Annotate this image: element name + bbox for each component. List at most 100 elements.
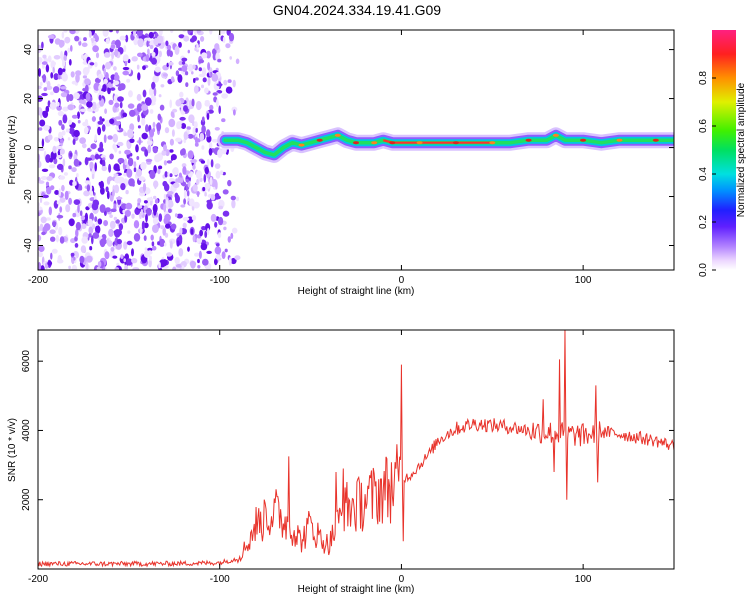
noise-speckle — [65, 128, 70, 133]
noise-speckle — [137, 125, 141, 129]
noise-speckle — [126, 240, 133, 246]
noise-speckle — [169, 173, 173, 178]
snr-panel: -200 -100 0 100 2000 4000 6000 Height of strai… — [7, 329, 675, 595]
noise-speckle — [162, 180, 168, 187]
noise-speckle — [148, 31, 154, 39]
noise-speckle — [97, 261, 102, 268]
noise-speckle — [53, 86, 60, 94]
signal-knot — [489, 141, 496, 145]
noise-speckle — [204, 101, 211, 107]
noise-speckle — [89, 246, 93, 251]
noise-speckle — [89, 161, 94, 169]
noise-speckle — [74, 236, 78, 242]
signal-knot — [616, 138, 623, 142]
noise-speckle — [152, 75, 159, 83]
noise-speckle — [202, 77, 207, 83]
noise-speckle — [175, 264, 183, 268]
noise-speckle — [182, 222, 187, 229]
noise-speckle — [76, 173, 79, 178]
noise-speckle — [124, 149, 131, 155]
noise-speckle — [85, 92, 91, 102]
noise-speckle — [152, 217, 159, 225]
noise-speckle — [39, 119, 46, 127]
noise-speckle — [169, 149, 174, 153]
noise-speckle — [201, 116, 205, 123]
noise-speckle — [217, 232, 222, 239]
noise-speckle — [187, 150, 194, 160]
noise-speckle — [79, 186, 83, 191]
noise-speckle — [115, 30, 119, 34]
noise-speckle — [176, 213, 183, 219]
noise-speckle — [175, 70, 180, 77]
noise-speckle — [209, 176, 213, 186]
noise-speckle — [114, 176, 121, 184]
noise-speckle — [153, 180, 159, 188]
noise-speckle — [59, 139, 64, 144]
noise-speckle — [65, 204, 71, 213]
signal-knot — [389, 141, 396, 145]
noise-speckle — [218, 216, 224, 226]
x-tick-label: 0 — [399, 574, 405, 585]
noise-speckle — [196, 178, 199, 186]
noise-speckle — [87, 218, 93, 227]
noise-speckle — [128, 90, 133, 98]
noise-speckle — [49, 229, 56, 234]
noise-speckle — [174, 192, 179, 199]
colorbar: 0.0 0.2 0.4 0.6 0.8 Normalized spectral ampl… — [698, 30, 747, 277]
noise-speckle — [48, 206, 52, 216]
noise-speckle — [126, 78, 131, 83]
noise-speckle — [102, 30, 109, 37]
noise-speckle — [39, 81, 43, 86]
noise-speckle — [122, 70, 129, 76]
noise-speckle — [101, 118, 105, 122]
noise-speckle — [157, 113, 162, 121]
noise-speckle — [179, 91, 184, 98]
noise-speckle — [73, 92, 80, 100]
noise-speckle — [227, 179, 232, 187]
noise-speckle — [46, 80, 51, 89]
noise-speckle — [132, 267, 140, 270]
noise-speckle — [179, 227, 183, 235]
noise-speckle — [188, 173, 193, 178]
noise-speckle — [72, 180, 77, 187]
noise-speckle — [164, 213, 171, 222]
noise-speckle — [133, 167, 137, 173]
noise-speckle — [214, 180, 218, 190]
noise-speckle — [58, 226, 63, 236]
noise-speckle — [183, 189, 187, 199]
noise-speckle — [163, 144, 167, 152]
noise-speckle — [56, 200, 61, 205]
noise-speckle — [116, 229, 122, 236]
noise-speckle — [157, 241, 160, 246]
noise-speckle — [162, 73, 168, 77]
noise-speckle — [206, 158, 210, 167]
noise-speckle — [56, 105, 62, 111]
noise-speckle — [172, 182, 180, 189]
noise-speckle — [54, 38, 61, 45]
noise-speckle — [168, 61, 174, 66]
noise-speckle — [181, 163, 187, 168]
noise-speckle — [107, 86, 111, 95]
noise-speckle — [227, 79, 232, 83]
noise-speckle — [57, 110, 64, 117]
noise-speckle — [59, 206, 63, 213]
x-tick-label: -100 — [210, 275, 230, 286]
noise-speckle — [52, 66, 55, 74]
noise-speckle — [145, 213, 148, 223]
noise-speckle — [38, 44, 42, 54]
noise-speckle — [201, 226, 207, 231]
noise-speckle — [169, 240, 173, 249]
noise-speckle — [165, 149, 170, 157]
noise-speckle — [222, 210, 230, 217]
noise-speckle — [82, 67, 89, 76]
noise-speckle — [67, 47, 71, 53]
noise-speckle — [62, 106, 69, 112]
noise-speckle — [79, 255, 85, 264]
noise-speckle — [123, 132, 128, 137]
noise-speckle — [64, 36, 71, 44]
noise-speckle — [208, 148, 213, 156]
noise-speckle — [187, 246, 190, 252]
noise-speckle — [181, 65, 188, 72]
noise-speckle — [200, 243, 208, 251]
noise-speckle — [85, 255, 93, 263]
